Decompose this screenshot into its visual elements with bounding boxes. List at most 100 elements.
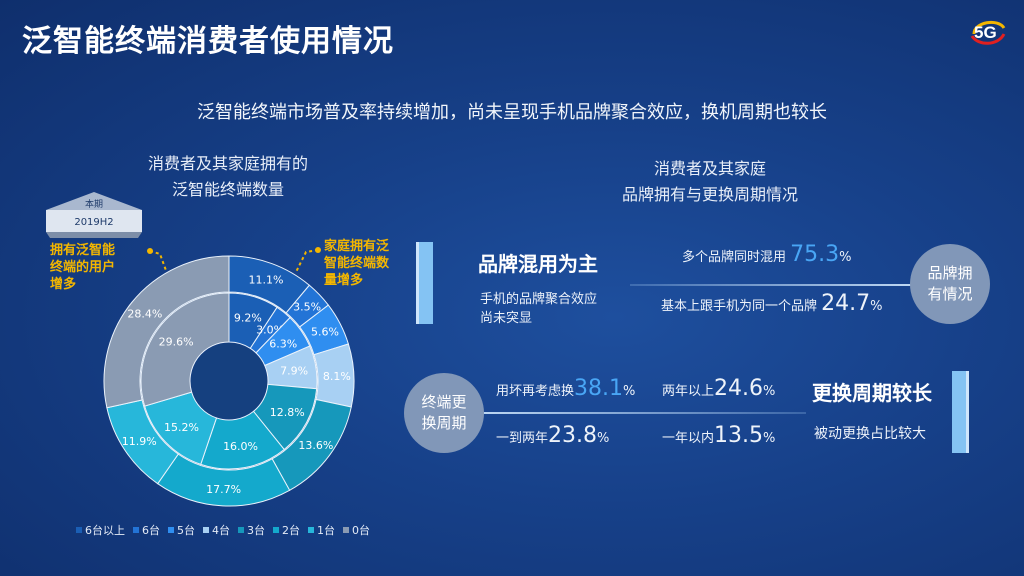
cycle-circle: 终端更 换周期 [404, 373, 484, 453]
brand-description: 手机的品牌聚合效应 尚未突显 [480, 290, 597, 328]
cycle-stat-broken: 用坏再考虑换38.1% [496, 376, 635, 401]
brand-stat-mixed-value: 75.3 [790, 242, 840, 267]
outer-ring-label-1: 11.1% [248, 274, 283, 287]
cycle-stat-1to2y-label: 一到两年 [496, 431, 549, 446]
cycle-heading: 更换周期较长 [812, 381, 932, 405]
legend-swatch [238, 527, 244, 533]
cycle-stat-over2y-pct: % [763, 384, 776, 399]
inner-ring-label-3: 6.3% [269, 337, 297, 350]
cycle-stat-over2y: 两年以上24.6% [662, 376, 775, 401]
badge-period: 2019H2 [74, 217, 113, 228]
outer-ring-label-6: 17.7% [206, 483, 241, 496]
outer-ring-label-2: 3.5% [293, 300, 321, 313]
inner-ring-label-6: 16.0% [223, 440, 258, 453]
legend-label: 6台 [142, 524, 160, 537]
brand-stat-mixed-label: 多个品牌同时混用 [682, 250, 787, 265]
right-header-line-1: 消费者及其家庭 [653, 159, 766, 178]
cycle-circle-line-2: 换周期 [421, 414, 467, 432]
brand-stat-same-pct: % [870, 299, 883, 314]
cycle-stat-over2y-label: 两年以上 [662, 384, 715, 399]
legend-label: 4台 [212, 524, 230, 537]
legend-item: 2台 [273, 522, 300, 538]
brand-stat-same-value: 24.7 [821, 291, 871, 316]
inner-ring-label-8: 29.6% [159, 336, 194, 349]
cycle-stat-broken-value: 38.1 [574, 376, 623, 401]
left-header-line-2: 泛智能终端数量 [171, 180, 284, 199]
legend-swatch [203, 527, 209, 533]
outer-ring-label-3: 5.6% [311, 325, 339, 338]
left-header-line-1: 消费者及其家庭拥有的 [147, 154, 308, 173]
outer-ring-slice-8 [103, 255, 230, 409]
cycle-accent-bar [952, 371, 969, 453]
chart-legend: 6台以上 6台 5台 4台 3台 2台 1台 0台 [76, 522, 370, 538]
cycle-stat-1to2y: 一到两年23.8% [496, 423, 609, 448]
legend-item: 4台 [203, 522, 230, 538]
legend-label: 5台 [177, 524, 195, 537]
cycle-stat-within1y: 一年以内13.5% [662, 423, 775, 448]
legend-item: 0台 [343, 522, 370, 538]
legend-swatch [343, 527, 349, 533]
5g-logo: 5G [970, 20, 1006, 45]
legend-label: 6台以上 [85, 524, 125, 537]
inner-ring-label-5: 12.8% [270, 406, 305, 419]
period-badge: 本期 2019H2 [46, 192, 142, 238]
annotation-right-line-2: 智能终端数 [324, 256, 390, 271]
brand-circle: 品牌拥 有情况 [910, 244, 990, 324]
inner-ring-label-7: 15.2% [164, 421, 199, 434]
cycle-stat-within1y-value: 13.5 [714, 423, 763, 448]
annotation-left: 拥有泛智能 终端的用户 增多 [50, 242, 115, 293]
inner-ring-label-4: 7.9% [280, 364, 308, 377]
brand-stat-mixed-pct: % [839, 250, 852, 265]
brand-connector-line [630, 284, 912, 286]
cycle-stat-broken-pct: % [623, 384, 636, 399]
cycle-circle-line-1: 终端更 [421, 393, 467, 411]
subtitle: 泛智能终端市场普及率持续增加，尚未呈现手机品牌聚合效应，换机周期也较长 [197, 102, 827, 123]
legend-swatch [308, 527, 314, 533]
legend-item: 5台 [168, 522, 195, 538]
annotation-right-line-3: 量增多 [324, 273, 364, 288]
legend-swatch [76, 527, 82, 533]
legend-label: 2台 [282, 524, 300, 537]
brand-circle-line-1: 品牌拥 [927, 264, 973, 282]
brand-description-line-1: 手机的品牌聚合效应 [480, 292, 598, 307]
brand-accent-bar [416, 242, 433, 324]
outer-ring-label-8: 28.4% [127, 307, 162, 320]
annotation-right: 家庭拥有泛 智能终端数 量增多 [324, 238, 389, 289]
brand-description-line-2: 尚未突显 [480, 311, 533, 326]
legend-item: 1台 [308, 522, 335, 538]
legend-swatch [273, 527, 279, 533]
legend-label: 1台 [317, 524, 335, 537]
cycle-stat-1to2y-pct: % [597, 431, 610, 446]
cycle-description: 被动更换占比较大 [814, 426, 926, 442]
page-title: 泛智能终端消费者使用情况 [22, 24, 394, 59]
legend-item: 3台 [238, 522, 265, 538]
legend-swatch [168, 527, 174, 533]
right-header-line-2: 品牌拥有与更换周期情况 [621, 185, 798, 204]
logo-text: 5G [974, 23, 997, 42]
cycle-stat-over2y-value: 24.6 [714, 376, 763, 401]
cycle-stat-within1y-pct: % [763, 431, 776, 446]
right-section-header: 消费者及其家庭 品牌拥有与更换周期情况 [560, 156, 860, 208]
cycle-stat-broken-label: 用坏再考虑换 [496, 384, 575, 399]
brand-stat-mixed: 多个品牌同时混用 75.3% [682, 242, 852, 267]
left-section-header: 消费者及其家庭拥有的 泛智能终端数量 [108, 151, 348, 203]
annotation-left-line-1: 拥有泛智能 [50, 243, 116, 258]
annotation-left-line-3: 增多 [50, 277, 77, 292]
legend-swatch [133, 527, 139, 533]
legend-label: 3台 [247, 524, 265, 537]
brand-heading: 品牌混用为主 [478, 252, 598, 276]
legend-item: 6台以上 [76, 522, 125, 538]
cycle-connector-line [476, 412, 806, 414]
legend-label: 0台 [352, 524, 370, 537]
donut-chart: 11.1% 3.5% 5.6% 8.1% 13.6% 17.7% 11.9% 28.4% 9.2… [103, 255, 355, 507]
outer-ring-label-4: 8.1% [323, 370, 351, 383]
legend-item: 6台 [133, 522, 160, 538]
annotation-right-line-1: 家庭拥有泛 [324, 239, 390, 254]
outer-ring-label-7: 11.9% [122, 435, 157, 448]
annotation-left-line-2: 终端的用户 [50, 260, 116, 275]
badge-label: 本期 [85, 198, 103, 210]
brand-stat-same: 基本上跟手机为同一个品牌 24.7% [661, 291, 883, 316]
cycle-stat-within1y-label: 一年以内 [662, 431, 715, 446]
inner-ring-slice-8 [140, 292, 230, 407]
